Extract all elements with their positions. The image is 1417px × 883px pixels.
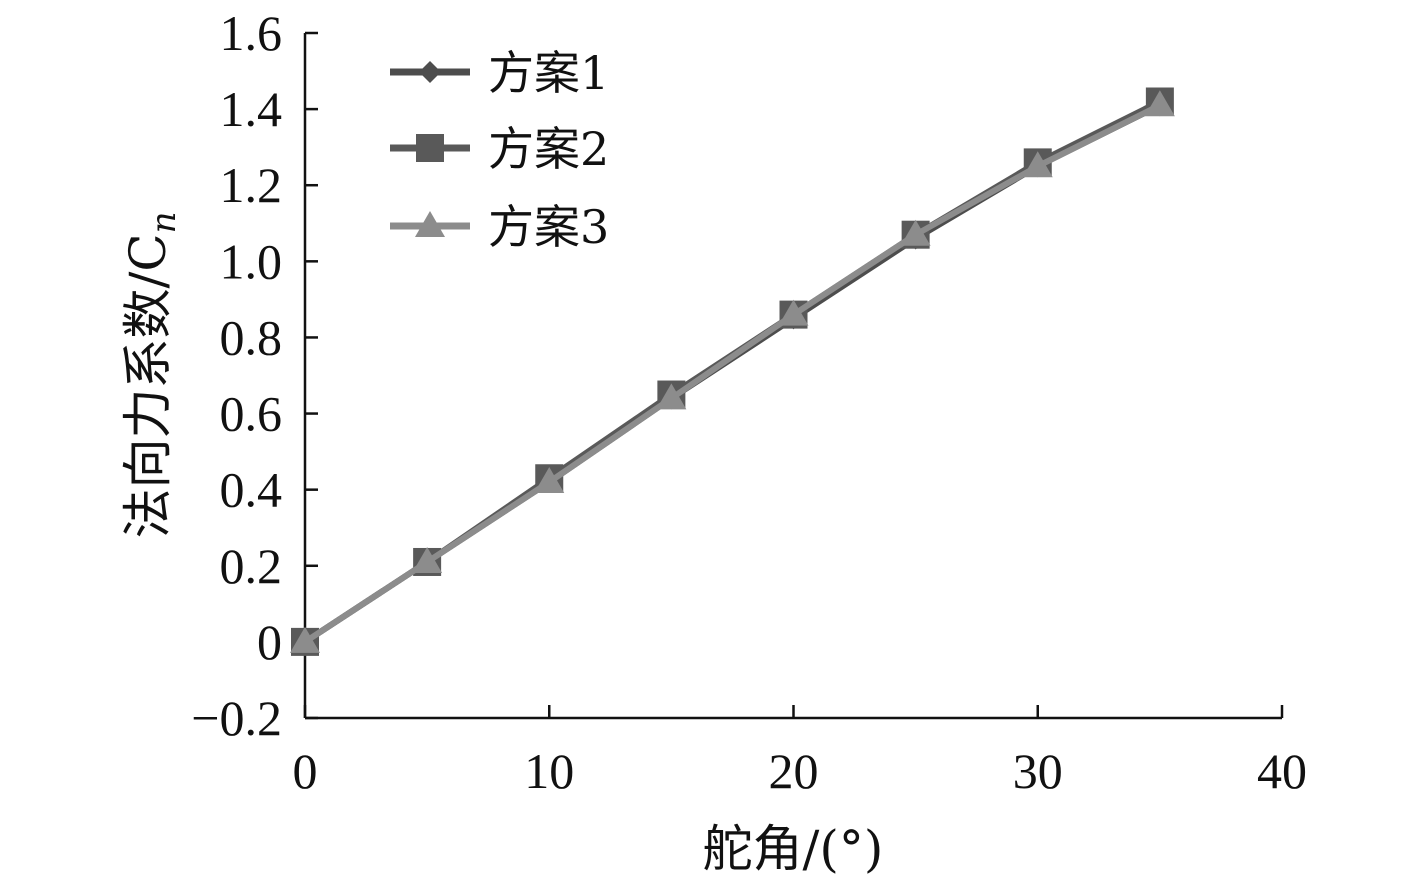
data-point-triangle [412, 546, 443, 573]
y-tick-label: 0.8 [220, 309, 283, 365]
y-tick-label: 1.6 [220, 5, 283, 61]
data-point-triangle [1144, 90, 1175, 117]
data-point-triangle [656, 383, 687, 410]
axes [303, 33, 1282, 720]
legend-item-1: 方案1 [390, 46, 609, 100]
legend-item-2: 方案2 [390, 122, 609, 176]
legend-marker-triangle [415, 211, 445, 237]
y-tick-label: 1.4 [220, 81, 283, 137]
x-axis-title: 舵角/(°) [703, 820, 884, 878]
data-point-triangle [1022, 151, 1053, 178]
series-line [303, 102, 1162, 645]
x-tick-label: 20 [769, 743, 819, 799]
legend-item-3: 方案3 [390, 200, 609, 254]
y-axis-title: 法向力系数/Cn [119, 211, 184, 538]
x-tick-label: 30 [1013, 743, 1063, 799]
legend-marker-square [416, 134, 444, 162]
series-layer [290, 87, 1175, 656]
series-3 [290, 90, 1175, 653]
legend-label: 方案1 [488, 46, 609, 100]
x-tick-label: 0 [293, 743, 318, 799]
y-tick-label: 1.0 [220, 233, 283, 289]
legend-label: 方案2 [488, 122, 609, 176]
legend: 方案1 方案2 方案3 [390, 46, 609, 254]
data-point-triangle [900, 219, 931, 246]
data-point-triangle [534, 467, 565, 494]
y-tick-label: 0.4 [220, 462, 283, 518]
y-tick-label: 0 [257, 614, 282, 670]
y-tick-label: −0.2 [191, 690, 282, 746]
y-tick-label: 0.2 [220, 538, 283, 594]
data-point-triangle [778, 299, 809, 326]
ticks: −0.200.20.40.60.81.01.21.41.60 10 20 30 40 [191, 5, 1307, 799]
y-axis-title-subscript: n [144, 211, 184, 233]
x-tick-label: 40 [1257, 743, 1307, 799]
legend-marker-diamond [419, 61, 441, 83]
legend-label: 方案3 [488, 200, 609, 254]
y-tick-label: 0.6 [220, 386, 283, 442]
y-axis-title-main: 法向力系数/C [119, 233, 177, 538]
data-point-triangle [290, 626, 320, 653]
y-tick-label: 1.2 [220, 157, 283, 213]
x-tick-label: 10 [524, 743, 574, 799]
